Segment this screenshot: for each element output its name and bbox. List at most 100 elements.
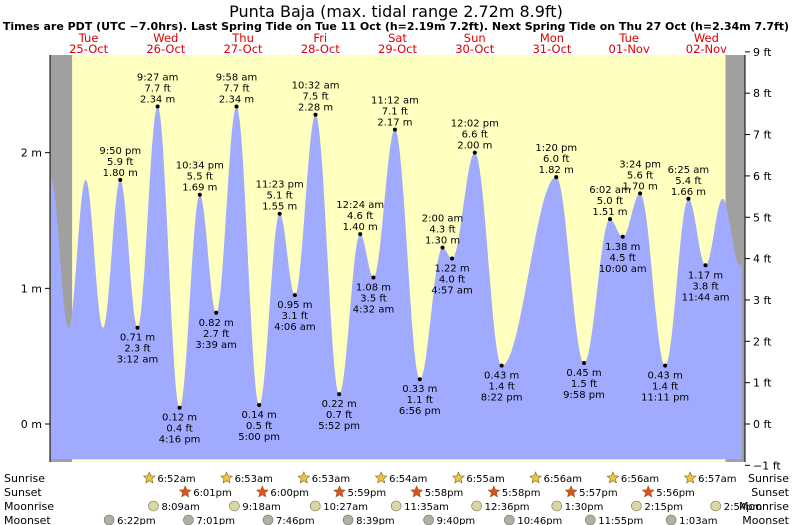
moonset-marker	[665, 514, 677, 525]
moonrise-time: 9:18am	[242, 502, 280, 513]
y-tick-label-ft: 1 ft	[753, 377, 772, 390]
tide-data-label: 6:02 am	[589, 185, 631, 196]
tide-data-label: 0.95 m	[277, 300, 312, 311]
tide-point	[135, 325, 140, 330]
moonset-time: 6:22pm	[117, 516, 156, 525]
tide-data-label: 1.80 m	[103, 168, 138, 179]
sunset-marker	[333, 485, 346, 498]
astro-row-label-right: Sunset	[751, 486, 789, 499]
y-tick-label-ft: 2 ft	[753, 335, 772, 348]
tide-data-label: 2.28 m	[298, 103, 333, 114]
tide-point	[472, 150, 477, 155]
day-date: 25-Oct	[69, 42, 108, 56]
tide-data-label: 1.4 ft	[652, 382, 678, 393]
tide-area	[51, 106, 742, 460]
tide-series-area	[51, 106, 742, 460]
tide-data-label: 2.34 m	[219, 95, 254, 106]
tide-data-label: 2.34 m	[140, 95, 175, 106]
tide-data-label: 3.1 ft	[282, 311, 308, 322]
y-tick-label-m: 2 m	[21, 147, 42, 160]
tide-data-label: 0.43 m	[648, 371, 683, 382]
tide-data-label: 11:44 am	[682, 292, 730, 303]
tide-point	[607, 217, 612, 222]
tide-point	[234, 104, 239, 109]
moonrise-time: 2:54pm	[724, 502, 763, 513]
moonrise-time: 1:30pm	[565, 502, 604, 513]
day-name: Sat	[388, 31, 407, 45]
tide-point	[177, 405, 182, 410]
tide-data-label: 1.38 m	[605, 242, 640, 253]
moonrise-time: 11:35am	[404, 502, 449, 513]
tide-data-label: 4:57 am	[431, 286, 473, 297]
tide-data-label: 0.71 m	[120, 333, 155, 344]
day-date: 26-Oct	[146, 42, 185, 56]
tide-point	[313, 112, 318, 117]
tide-data-label: 4.5 ft	[610, 253, 636, 264]
moonset-marker	[342, 514, 354, 525]
y-tick-label-ft: 6 ft	[753, 170, 772, 183]
y-tick-label-ft: 5 ft	[753, 211, 772, 224]
sunrise-time: 6:53am	[235, 474, 273, 485]
moonset-time: 7:01pm	[196, 516, 235, 525]
sunset-time: 5:58pm	[502, 488, 541, 499]
y-tick-label-ft: 4 ft	[753, 253, 772, 266]
moonset-time: 8:39pm	[356, 516, 395, 525]
tide-point	[582, 360, 587, 365]
moonrise-time: 12:36pm	[485, 502, 530, 513]
moonset-marker	[504, 514, 515, 525]
tide-data-label: 5:00 pm	[238, 432, 280, 443]
sunrise-marker	[451, 471, 465, 484]
tide-data-label: 4.0 ft	[439, 275, 465, 286]
astro-row-label-right: Moonset	[742, 514, 789, 525]
tide-data-label: 1.69 m	[182, 183, 217, 194]
chart-title: Punta Baja (max. tidal range 2.72m 8.9ft…	[229, 2, 563, 21]
tide-point	[663, 363, 668, 368]
day-name: Fri	[313, 31, 327, 45]
tide-point	[417, 377, 422, 382]
y-tick-label-ft: 7 ft	[753, 129, 772, 142]
sunrise-marker	[374, 471, 388, 484]
day-date: 28-Oct	[301, 42, 340, 56]
tide-point	[392, 127, 397, 132]
tide-point	[277, 211, 282, 216]
day-name: Tue	[618, 31, 639, 45]
day-name: Wed	[694, 31, 719, 45]
tide-data-label: 7.5 ft	[302, 92, 328, 103]
tide-data-label: 4.3 ft	[429, 225, 455, 236]
tide-data-label: 1.08 m	[356, 282, 391, 293]
sunset-time: 6:01pm	[193, 488, 232, 499]
moonrise-marker	[551, 500, 563, 512]
tide-data-label: 1.66 m	[671, 187, 706, 198]
y-tick-label-m: 1 m	[21, 282, 42, 295]
tide-data-label: 1.51 m	[592, 207, 627, 218]
moonrise-time: 2:15pm	[644, 502, 683, 513]
day-name: Mon	[540, 31, 564, 45]
tide-data-label: 3:39 am	[195, 340, 237, 351]
tide-data-label: 6.6 ft	[462, 130, 488, 141]
tide-data-label: 10:00 am	[599, 264, 647, 275]
day-date: 01-Nov	[609, 42, 650, 56]
tide-point	[638, 191, 643, 196]
tide-data-label: 11:23 pm	[256, 180, 304, 191]
moonset-time: 7:46pm	[276, 516, 315, 525]
tide-data-label: 2.3 ft	[124, 344, 150, 355]
tide-data-label: 0.33 m	[402, 384, 437, 395]
tide-data-label: 1.17 m	[688, 270, 723, 281]
tide-data-label: 6:56 pm	[399, 406, 441, 417]
day-name: Thu	[231, 31, 254, 45]
sunrise-marker	[683, 471, 697, 484]
tide-data-label: 1:20 pm	[535, 143, 577, 154]
tide-data-label: 12:24 am	[336, 200, 384, 211]
tide-data-label: 0.12 m	[162, 413, 197, 424]
tide-point	[197, 192, 202, 197]
chart-subtitle: Times are PDT (UTC −7.0hrs). Last Spring…	[3, 20, 789, 33]
tide-data-label: 7.7 ft	[144, 84, 170, 95]
tide-data-label: 3.5 ft	[360, 293, 386, 304]
tide-point	[554, 175, 559, 180]
astro-row-label-left: Moonset	[4, 514, 51, 525]
astro-table: Sunrise Sunrise 6:52am 6:53am 6:53am 6:54am 6:…	[4, 471, 790, 525]
tide-data-label: 4:32 am	[353, 304, 395, 315]
tide-point	[499, 363, 504, 368]
tide-data-label: 0.43 m	[484, 371, 519, 382]
tide-data-label: 5.6 ft	[627, 170, 653, 181]
